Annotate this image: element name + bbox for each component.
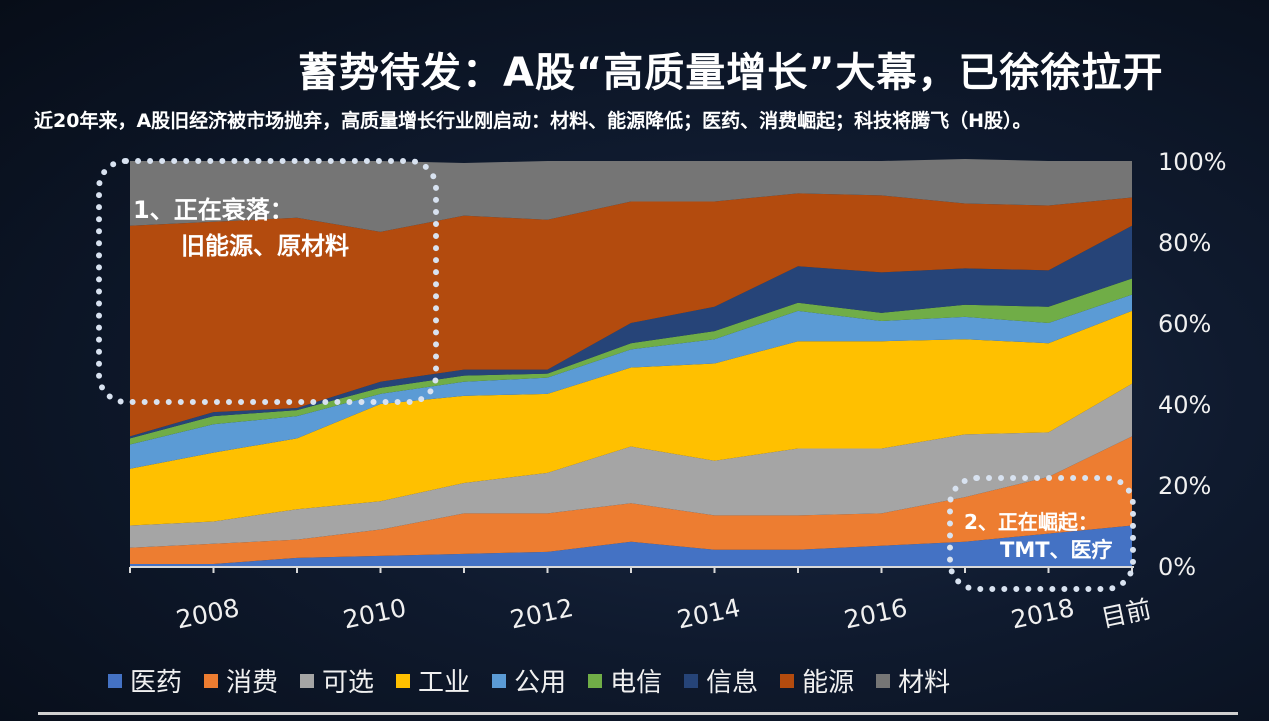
legend-swatch bbox=[492, 673, 507, 688]
legend-item: 公用 bbox=[492, 662, 566, 699]
legend-item: 能源 bbox=[780, 662, 854, 699]
legend-swatch bbox=[684, 673, 699, 688]
chart-legend: 医药 消费 可选 工业 公用 电信 信息 能源 材料 bbox=[108, 662, 950, 699]
rising-callout-line2: TMT、医疗 bbox=[1000, 538, 1113, 562]
y-tick-label: 80% bbox=[1158, 229, 1211, 257]
x-tick-label: 目前 bbox=[1099, 594, 1154, 633]
y-tick-label: 40% bbox=[1158, 391, 1211, 419]
declining-callout-line2: 旧能源、原材料 bbox=[181, 232, 349, 260]
area-series-信息 bbox=[130, 225, 1132, 439]
page-subtitle: 近20年来，A股旧经济被市场抛弃，高质量增长行业刚启动：材料、能源降低；医药、消… bbox=[34, 110, 1032, 132]
legend-label: 公用 bbox=[514, 668, 567, 698]
legend-item: 工业 bbox=[396, 662, 470, 699]
legend-label: 材料 bbox=[898, 668, 951, 698]
legend-label: 能源 bbox=[802, 668, 855, 698]
x-tick-label: 2014 bbox=[675, 593, 743, 635]
y-tick-label: 100% bbox=[1158, 148, 1227, 176]
y-tick-label: 60% bbox=[1158, 310, 1211, 338]
declining-callout-line1: 1、正在衰落： bbox=[133, 196, 294, 224]
legend-swatch bbox=[204, 673, 219, 688]
legend-label: 工业 bbox=[418, 668, 471, 698]
legend-item: 医药 bbox=[108, 662, 182, 699]
legend-label: 电信 bbox=[610, 668, 663, 698]
legend-swatch bbox=[588, 673, 603, 688]
page-title: 蓄势待发：A股“高质量增长”大幕，已徐徐拉开 bbox=[298, 50, 1164, 96]
rising-callout-box bbox=[947, 475, 1136, 592]
legend-item: 消费 bbox=[204, 662, 278, 699]
area-series-材料 bbox=[130, 158, 1132, 232]
declining-callout-box bbox=[96, 158, 439, 405]
area-series-消费 bbox=[130, 436, 1132, 564]
legend-label: 可选 bbox=[322, 668, 375, 698]
area-series-可选 bbox=[130, 383, 1132, 548]
legend-swatch bbox=[780, 673, 795, 688]
area-series-能源 bbox=[130, 193, 1132, 437]
x-tick-label: 2018 bbox=[1009, 593, 1077, 635]
legend-swatch bbox=[108, 673, 122, 688]
legend-label: 信息 bbox=[706, 668, 759, 698]
area-series-电信 bbox=[130, 278, 1132, 445]
x-tick-label: 2016 bbox=[842, 593, 910, 635]
x-tick-label: 2012 bbox=[508, 593, 576, 635]
legend-item: 可选 bbox=[300, 662, 374, 699]
x-tick-label: 2008 bbox=[174, 593, 242, 635]
y-tick-label: 0% bbox=[1158, 553, 1196, 581]
legend-label: 消费 bbox=[226, 668, 279, 698]
y-tick-label: 20% bbox=[1158, 472, 1211, 500]
area-series-公用 bbox=[130, 294, 1132, 469]
legend-swatch bbox=[876, 673, 891, 688]
legend-item: 信息 bbox=[684, 662, 758, 699]
legend-item: 材料 bbox=[876, 662, 950, 699]
legend-swatch bbox=[396, 673, 411, 688]
bottom-divider bbox=[38, 712, 1238, 715]
area-series-工业 bbox=[130, 310, 1132, 526]
legend-label: 医药 bbox=[130, 668, 183, 698]
legend-item: 电信 bbox=[588, 662, 662, 699]
rising-callout-line1: 2、正在崛起： bbox=[964, 510, 1098, 534]
x-tick-label: 2010 bbox=[341, 593, 409, 635]
legend-swatch bbox=[300, 673, 315, 688]
